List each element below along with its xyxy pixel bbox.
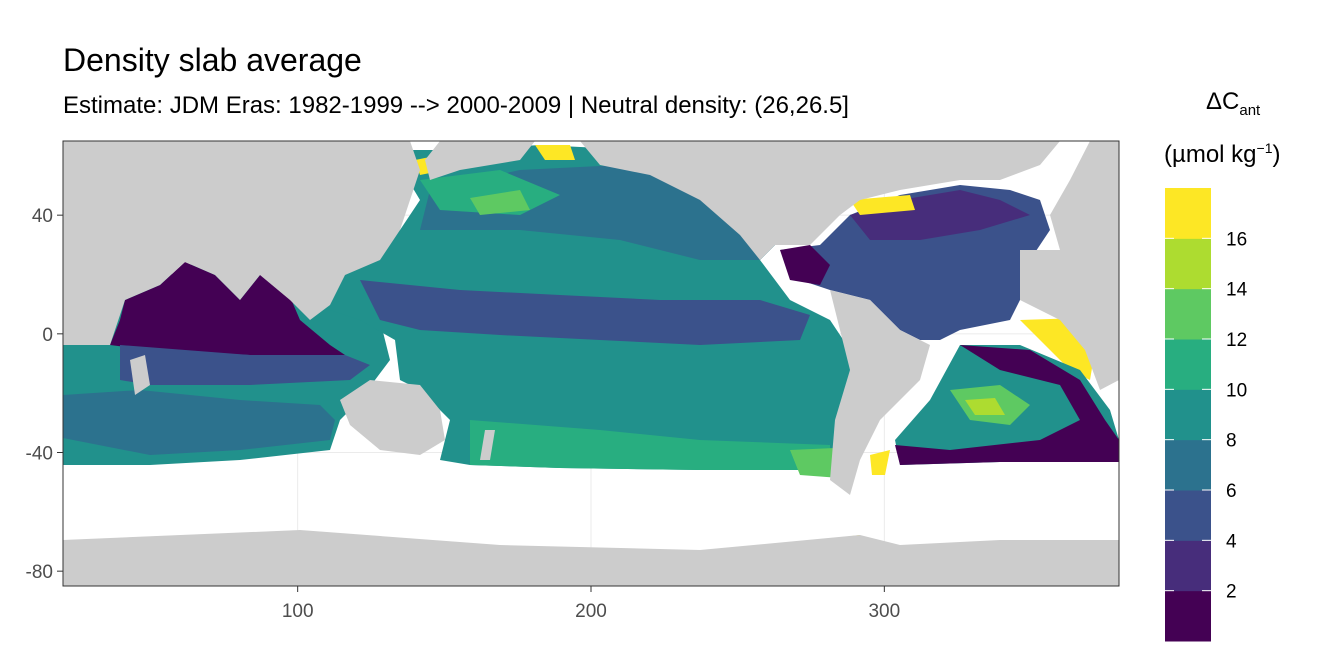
legend-color-step bbox=[1165, 238, 1211, 290]
legend-label: 12 bbox=[1226, 330, 1247, 351]
map-panel bbox=[62, 140, 1120, 587]
legend-colorbar: 2 4 6 8 10 12 14 16 bbox=[1165, 188, 1248, 642]
y-tick-label: 0 bbox=[42, 325, 53, 346]
land-north-america bbox=[580, 141, 1060, 260]
land-africa-west bbox=[1020, 250, 1119, 390]
pacific-south-chile bbox=[790, 448, 840, 478]
atlantic-caribbean bbox=[780, 245, 830, 285]
atlantic-yellow-labrador bbox=[850, 195, 915, 215]
legend-label: 16 bbox=[1226, 229, 1247, 250]
land-antarctica bbox=[63, 530, 1119, 586]
legend-color-step bbox=[1165, 490, 1211, 541]
land-greenland-europe bbox=[1050, 141, 1119, 250]
legend-color-step bbox=[1165, 339, 1211, 390]
land-asia-northeast bbox=[425, 141, 535, 180]
legend-label: 2 bbox=[1226, 582, 1237, 603]
legend-color-step bbox=[1165, 540, 1211, 592]
pacific-oyashio bbox=[470, 190, 530, 215]
land-south-america bbox=[830, 290, 930, 495]
y-tick-label: -80 bbox=[26, 562, 53, 583]
pacific-equatorial-band bbox=[360, 280, 810, 345]
indian-ocean-south-band bbox=[63, 390, 335, 455]
pacific-south-green bbox=[470, 420, 830, 470]
y-tick-label: 40 bbox=[32, 206, 53, 227]
map-subtitle: Estimate: JDM Eras: 1982-1999 --> 2000-2… bbox=[63, 92, 849, 119]
x-tick-label: 300 bbox=[868, 601, 900, 622]
legend-title-unit: (µmol kg−1) bbox=[1164, 140, 1281, 168]
atlantic-south-yellow bbox=[870, 450, 890, 475]
land bbox=[63, 141, 1119, 586]
ocean-field bbox=[63, 145, 1119, 567]
legend-color-step bbox=[1165, 590, 1211, 642]
legend-color-step bbox=[1165, 439, 1211, 491]
legend-color-step bbox=[1165, 389, 1211, 441]
legend-color-step bbox=[1165, 288, 1211, 340]
legend-label: 6 bbox=[1226, 481, 1237, 502]
y-tick-label: -40 bbox=[26, 444, 53, 465]
land-new-zealand bbox=[480, 430, 495, 460]
x-tick-label: 200 bbox=[575, 601, 607, 622]
legend-label: 4 bbox=[1226, 531, 1237, 552]
legend-color-step bbox=[1165, 188, 1211, 239]
indian-ocean-band-4 bbox=[120, 345, 370, 385]
land-madagascar bbox=[130, 355, 150, 395]
x-tick-label: 100 bbox=[282, 601, 314, 622]
legend-label: 14 bbox=[1226, 280, 1248, 301]
land-eurasia-africa bbox=[63, 141, 420, 345]
legend-label: 10 bbox=[1226, 380, 1247, 401]
atlantic-south-dark bbox=[895, 345, 1119, 465]
map-title: Density slab average bbox=[63, 42, 362, 78]
legend-label: 8 bbox=[1226, 431, 1237, 452]
land-australia bbox=[340, 380, 445, 455]
pacific-yellow-bering bbox=[535, 145, 575, 160]
arabian-sea-bay-of-bengal bbox=[110, 262, 345, 355]
atlantic-south-lime bbox=[965, 398, 1005, 415]
legend-title-symbol: ΔCant bbox=[1206, 88, 1261, 119]
